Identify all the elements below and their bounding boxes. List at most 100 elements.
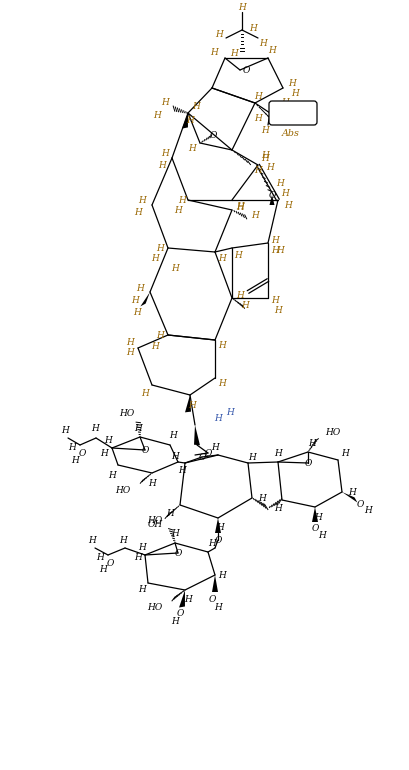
Text: H: H [276, 179, 284, 188]
Text: H: H [151, 342, 159, 350]
Text: H: H [100, 448, 108, 457]
Text: H: H [151, 253, 159, 263]
Text: H: H [288, 79, 296, 88]
Text: H: H [171, 528, 179, 537]
Polygon shape [212, 575, 218, 592]
Text: H: H [156, 330, 164, 340]
Text: H: H [126, 337, 134, 346]
Text: O: O [208, 594, 216, 604]
Text: H: H [266, 162, 274, 172]
Text: H: H [261, 153, 269, 162]
Text: H: H [138, 585, 146, 594]
Text: H: H [251, 210, 259, 219]
Text: H: H [218, 379, 226, 387]
Polygon shape [342, 492, 357, 503]
FancyBboxPatch shape [269, 101, 317, 125]
Text: H: H [274, 448, 282, 457]
Text: HO: HO [115, 486, 130, 494]
Text: H: H [71, 456, 79, 464]
Text: H: H [161, 149, 169, 158]
Text: H: H [133, 307, 141, 316]
Text: H: H [138, 196, 146, 205]
Text: Abs: Abs [282, 129, 300, 138]
Text: H: H [230, 49, 238, 58]
Polygon shape [168, 248, 180, 260]
Text: H: H [161, 98, 169, 106]
Text: H: H [236, 202, 244, 210]
Polygon shape [140, 292, 150, 306]
Text: H: H [119, 535, 127, 544]
Text: H: H [91, 424, 99, 433]
Text: O: O [268, 190, 276, 199]
Text: H: H [276, 246, 284, 255]
Text: H: H [271, 296, 279, 304]
Text: H: H [174, 206, 182, 215]
Text: H: H [178, 196, 186, 205]
Text: H: H [184, 595, 192, 604]
Text: O: O [198, 453, 206, 461]
Text: OH: OH [147, 520, 163, 528]
Text: H: H [234, 250, 242, 259]
Text: H: H [210, 48, 218, 56]
Text: H: H [188, 400, 196, 410]
Text: H: H [136, 283, 144, 293]
Text: H: H [258, 494, 266, 503]
Text: H: H [364, 505, 372, 514]
Text: H: H [291, 89, 299, 98]
Text: H: H [126, 347, 134, 357]
Text: H: H [261, 150, 269, 159]
Polygon shape [312, 507, 318, 522]
Polygon shape [179, 590, 185, 608]
Text: H: H [281, 189, 289, 197]
Text: H: H [241, 300, 249, 310]
Text: O: O [174, 548, 182, 557]
Text: H: H [254, 92, 262, 101]
Text: H: H [254, 113, 262, 122]
Text: H: H [308, 438, 316, 447]
Text: H: H [178, 466, 186, 474]
Text: O: O [214, 535, 222, 544]
Text: H: H [268, 45, 276, 55]
Text: H: H [192, 102, 200, 111]
Text: H: H [226, 407, 234, 417]
Text: H: H [166, 508, 174, 517]
Text: H: H [153, 111, 161, 119]
Text: H: H [348, 487, 356, 497]
Text: H: H [171, 263, 179, 273]
Polygon shape [194, 425, 200, 445]
Text: H: H [171, 618, 179, 627]
Text: H: H [248, 453, 256, 461]
Text: H: H [318, 531, 326, 540]
Text: H: H [214, 602, 222, 611]
Text: H: H [158, 160, 166, 169]
Polygon shape [185, 395, 191, 413]
Text: O: O [176, 608, 184, 618]
Text: H: H [218, 253, 226, 263]
Text: H: H [99, 565, 107, 574]
Text: H: H [249, 24, 257, 32]
Text: O: O [304, 458, 312, 467]
Text: H: H [169, 430, 177, 440]
Text: H: H [259, 38, 267, 48]
Text: H: H [271, 246, 279, 255]
Text: H: H [218, 571, 226, 580]
Text: H: H [188, 143, 196, 152]
Text: HO: HO [147, 515, 162, 524]
Text: H: H [284, 200, 292, 209]
Text: H: H [156, 243, 164, 253]
Text: O: O [311, 524, 319, 533]
Text: O: O [204, 448, 212, 457]
Text: H: H [138, 543, 146, 551]
Text: H: H [104, 436, 112, 444]
Text: H: H [218, 340, 226, 350]
Text: H: H [96, 554, 104, 563]
Text: H: H [274, 504, 282, 513]
Text: H: H [261, 126, 269, 135]
Text: O: O [142, 446, 149, 454]
Text: H: H [214, 413, 222, 423]
Text: H: H [254, 166, 262, 175]
Polygon shape [215, 518, 221, 533]
Text: H: H [271, 236, 279, 245]
Text: H: H [238, 2, 246, 12]
Text: H: H [236, 203, 244, 212]
